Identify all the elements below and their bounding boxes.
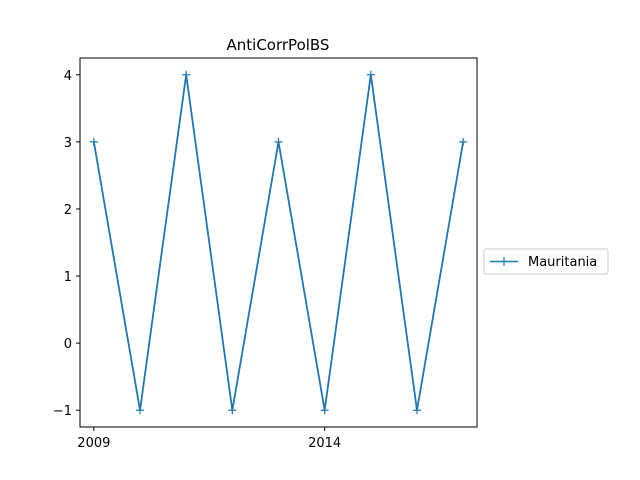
data-point-marker (320, 406, 329, 415)
y-tick-label: 0 (64, 337, 72, 352)
data-point-marker (89, 137, 98, 146)
chart-title: AntiCorrPolBS (227, 36, 330, 54)
y-tick-label: 3 (64, 136, 72, 151)
plot-area (79, 57, 478, 428)
series-layer (89, 70, 468, 415)
y-tick-label: 1 (64, 270, 72, 285)
data-point-marker (459, 137, 468, 146)
data-point-marker (366, 70, 375, 79)
data-point-marker (412, 406, 421, 415)
x-axis: 2009 2014 (77, 427, 341, 451)
data-point-marker (182, 70, 191, 79)
data-point-marker (274, 137, 283, 146)
y-axis: −1 0 1 2 3 4 (53, 69, 80, 419)
x-tick-label: 2009 (77, 436, 110, 451)
y-tick-label: 2 (64, 203, 72, 218)
plot-frame (79, 57, 478, 428)
data-point-marker (228, 406, 237, 415)
y-tick-label: 4 (64, 69, 72, 84)
legend-entry-label: Mauritania (528, 255, 597, 270)
y-tick-label: −1 (53, 404, 72, 419)
data-point-marker (136, 406, 145, 415)
legend[interactable]: Mauritania (483, 248, 609, 275)
x-tick-label: 2014 (308, 436, 341, 451)
legend-frame (483, 248, 609, 275)
